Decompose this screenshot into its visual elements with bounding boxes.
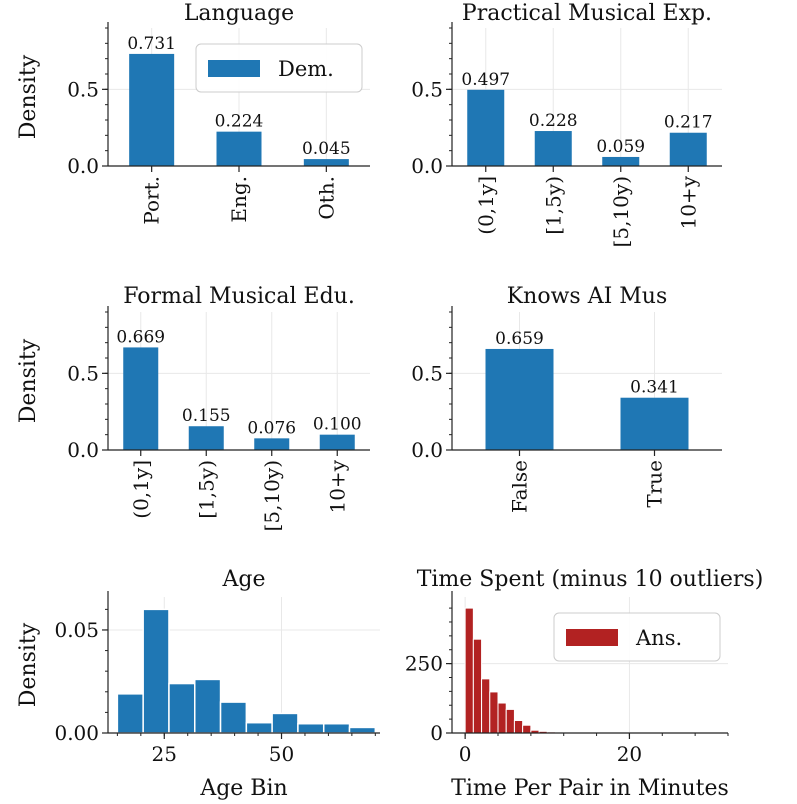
y-tick-label: 0 <box>430 721 443 745</box>
histogram-bar <box>472 638 483 734</box>
y-tick-label: 0.5 <box>67 77 99 101</box>
bar <box>123 347 159 450</box>
x-tick-label: 50 <box>269 742 294 766</box>
bar <box>188 426 224 450</box>
x-tick-label: [5,10y) <box>260 460 284 531</box>
histogram-bar <box>522 724 532 734</box>
histogram-bar <box>513 720 524 734</box>
histogram-bar <box>219 701 248 734</box>
chart-title: Practical Musical Exp. <box>462 1 712 26</box>
histogram-bar <box>505 708 515 734</box>
data-label: 0.731 <box>127 34 176 54</box>
data-label: 0.076 <box>247 418 296 438</box>
y-tick-label: 0.0 <box>411 154 443 178</box>
data-label: 0.100 <box>313 415 362 435</box>
x-tick-label: 10+y <box>676 175 700 229</box>
histogram-bar <box>348 726 377 734</box>
x-tick-label: True <box>643 460 667 508</box>
data-label: 0.669 <box>116 327 165 347</box>
data-label: 0.045 <box>302 139 351 159</box>
histogram-bar <box>142 608 170 734</box>
legend-box <box>553 612 721 662</box>
y-tick-label: 0.0 <box>411 438 443 462</box>
x-tick-label: 0 <box>459 742 472 766</box>
x-tick-label: [1,5y) <box>194 460 218 519</box>
y-tick-label: 250 <box>405 652 443 676</box>
histogram-bar <box>271 712 299 734</box>
histogram-bar <box>464 607 474 734</box>
chart-title: Formal Musical Edu. <box>123 284 355 309</box>
y-tick-label: 0.00 <box>54 721 99 745</box>
bar <box>534 131 572 166</box>
y-tick-label: 0.0 <box>67 154 99 178</box>
bar <box>254 438 290 450</box>
bar <box>669 132 707 166</box>
y-tick-label: 0.5 <box>411 77 443 101</box>
legend-label: Dem. <box>278 57 334 81</box>
data-label: 0.224 <box>215 112 264 132</box>
x-tick-label: False <box>508 460 532 513</box>
data-label: 0.217 <box>664 113 713 133</box>
legend-swatch <box>208 60 260 77</box>
y-tick-label: 0.5 <box>411 361 443 385</box>
y-axis-label: Density <box>16 622 41 707</box>
x-tick-label: (0,1y] <box>129 460 153 519</box>
data-label: 0.659 <box>495 329 544 349</box>
x-axis-label: Age Bin <box>199 776 287 801</box>
chart-title: Knows AI Mus <box>507 284 668 309</box>
histogram-bar <box>168 682 196 734</box>
x-tick-label: (0,1y] <box>474 176 498 235</box>
y-tick-label: 0.5 <box>67 361 99 385</box>
y-tick-label: 0.0 <box>67 438 99 462</box>
bar <box>303 159 349 166</box>
legend-box <box>195 43 363 93</box>
histogram-bar <box>194 678 222 734</box>
histogram-bar <box>245 721 273 734</box>
data-label: 0.155 <box>182 406 231 426</box>
bar <box>467 89 505 166</box>
data-label: 0.341 <box>630 378 679 398</box>
bar <box>602 156 640 166</box>
bar <box>485 348 554 450</box>
bar <box>129 53 175 167</box>
x-tick-label: 20 <box>617 742 642 766</box>
chart-title: Age <box>222 567 266 592</box>
x-tick-label: [1,5y) <box>541 176 565 235</box>
data-label: 0.497 <box>461 70 510 90</box>
bar <box>216 131 262 166</box>
x-axis-label: Time Per Pair in Minutes <box>451 776 729 801</box>
data-label: 0.228 <box>529 111 578 131</box>
histogram-bar <box>497 702 507 734</box>
histogram-bar <box>489 691 499 734</box>
x-tick-label: Port. <box>140 176 164 225</box>
histogram-bar <box>297 722 325 734</box>
chart-title: Language <box>184 1 294 26</box>
chart-title: Time Spent (minus 10 outliers) <box>417 567 764 592</box>
y-axis-label: Density <box>16 54 41 139</box>
histogram-bar <box>116 693 144 734</box>
data-label: 0.059 <box>596 137 645 157</box>
bar <box>319 434 355 450</box>
histogram-bar <box>481 678 491 734</box>
x-tick-label: Eng. <box>227 176 251 223</box>
x-tick-label: [5,10y) <box>609 176 633 247</box>
legend-swatch <box>566 629 618 646</box>
y-axis-label: Density <box>16 338 41 423</box>
x-tick-label: 10+y <box>325 459 349 513</box>
bar <box>620 397 689 450</box>
x-tick-label: Oth. <box>314 176 338 220</box>
legend-label: Ans. <box>635 626 682 650</box>
x-tick-label: 25 <box>152 742 177 766</box>
histogram-bar <box>322 722 351 734</box>
y-tick-label: 0.05 <box>54 618 99 642</box>
